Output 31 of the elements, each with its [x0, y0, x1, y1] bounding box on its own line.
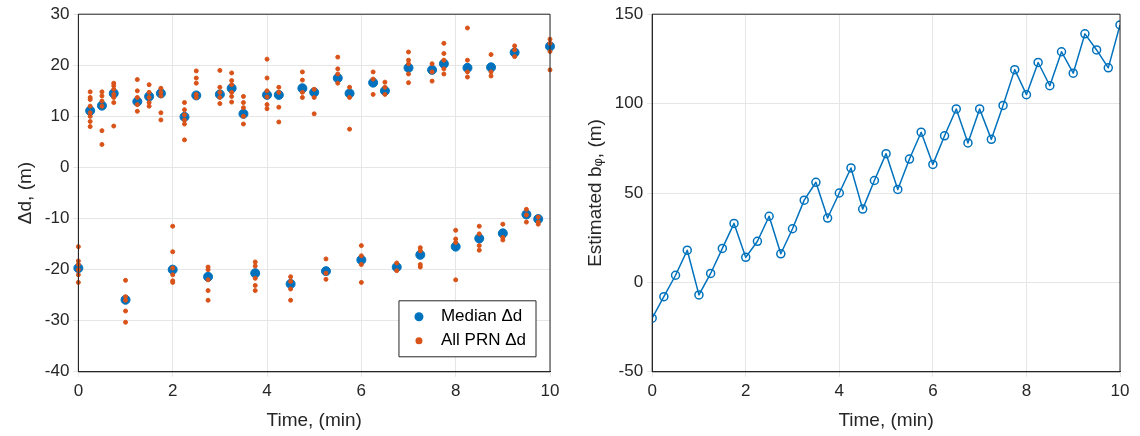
y-tick-label: 0: [59, 157, 70, 177]
y-axis-title: Δd, (m): [13, 161, 35, 225]
x-tick-label: 2: [167, 380, 178, 400]
x-tick-label: 6: [356, 380, 367, 400]
legend-label: Median Δd: [440, 306, 523, 326]
x-tick-label: 0: [73, 380, 84, 400]
y-tick-label: -20: [44, 259, 70, 279]
x-tick-label: 8: [450, 380, 461, 400]
x-tick-label: 4: [834, 380, 845, 400]
x-tick-label: 0: [647, 380, 657, 400]
x-tick-label: 4: [262, 380, 272, 400]
x-tick-label: 10: [1110, 380, 1130, 400]
y-tick-label: 20: [50, 54, 70, 74]
y-tick-label: 150: [614, 3, 644, 23]
y-tick-label: 30: [50, 3, 70, 23]
y-tick-label: 50: [624, 182, 644, 202]
x-axis-title: Time, (min): [266, 408, 362, 430]
y-tick-label: -40: [44, 361, 70, 381]
x-tick-label: 10: [540, 380, 560, 400]
y-tick-label: 0: [633, 272, 644, 292]
y-tick-label: 10: [50, 106, 70, 126]
x-tick-label: 2: [741, 380, 751, 400]
y-tick-label: 100: [614, 93, 644, 113]
y-tick-label: -10: [44, 208, 70, 228]
y-tick-label: -30: [44, 310, 70, 330]
y-tick-label: -50: [618, 361, 644, 381]
y-axis-title: Estimated bᵩ, (m): [583, 119, 605, 267]
x-tick-label: 6: [928, 380, 938, 400]
legend-label: All PRN Δd: [440, 330, 527, 350]
x-tick-label: 8: [1021, 380, 1032, 400]
x-axis-title: Time, (min): [838, 408, 934, 430]
